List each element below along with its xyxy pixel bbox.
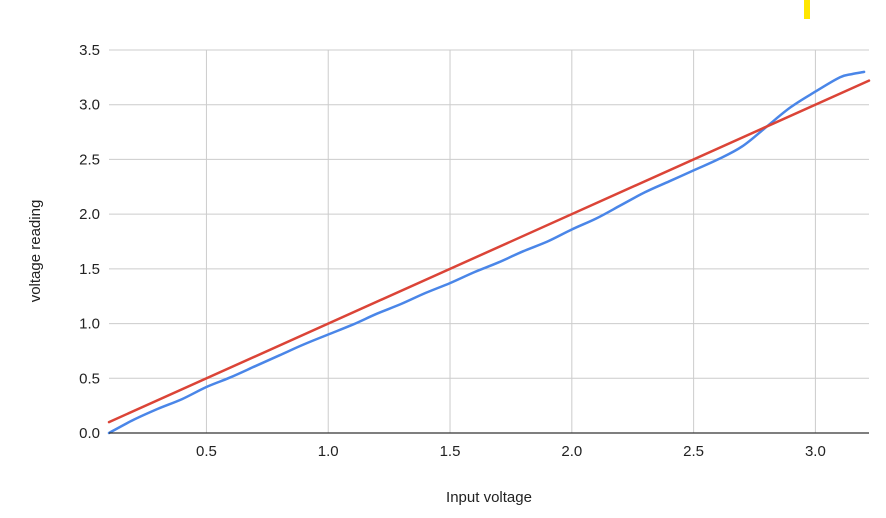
x-tick-label: 2.5: [683, 443, 704, 460]
x-axis-title: Input voltage: [446, 489, 532, 506]
series-line-2: [107, 79, 871, 424]
x-tick-label: 3.0: [805, 443, 826, 460]
series-lines: [107, 70, 871, 435]
y-axis-title: voltage reading: [27, 200, 44, 303]
series-line-1: [107, 70, 866, 435]
y-tick-labels: 0.0 0.5 1.0 1.5 2.0 2.5 3.0 3.5: [79, 42, 100, 442]
y-tick-label: 0.0: [79, 425, 100, 442]
y-tick-label: 2.0: [79, 206, 100, 223]
x-tick-label: 0.5: [196, 443, 217, 460]
y-tick-label: 1.5: [79, 261, 100, 278]
highlight-marker: [804, 0, 810, 19]
y-tick-label: 3.0: [79, 97, 100, 114]
y-tick-label: 3.5: [79, 42, 100, 59]
grid-lines: [109, 49, 869, 433]
x-tick-labels: 0.5 1.0 1.5 2.0 2.5 3.0: [196, 443, 826, 460]
y-tick-label: 2.5: [79, 151, 100, 168]
x-tick-label: 1.0: [318, 443, 339, 460]
x-tick-label: 2.0: [561, 443, 582, 460]
y-tick-label: 0.5: [79, 370, 100, 387]
x-tick-label: 1.5: [440, 443, 461, 460]
y-tick-label: 1.0: [79, 316, 100, 333]
